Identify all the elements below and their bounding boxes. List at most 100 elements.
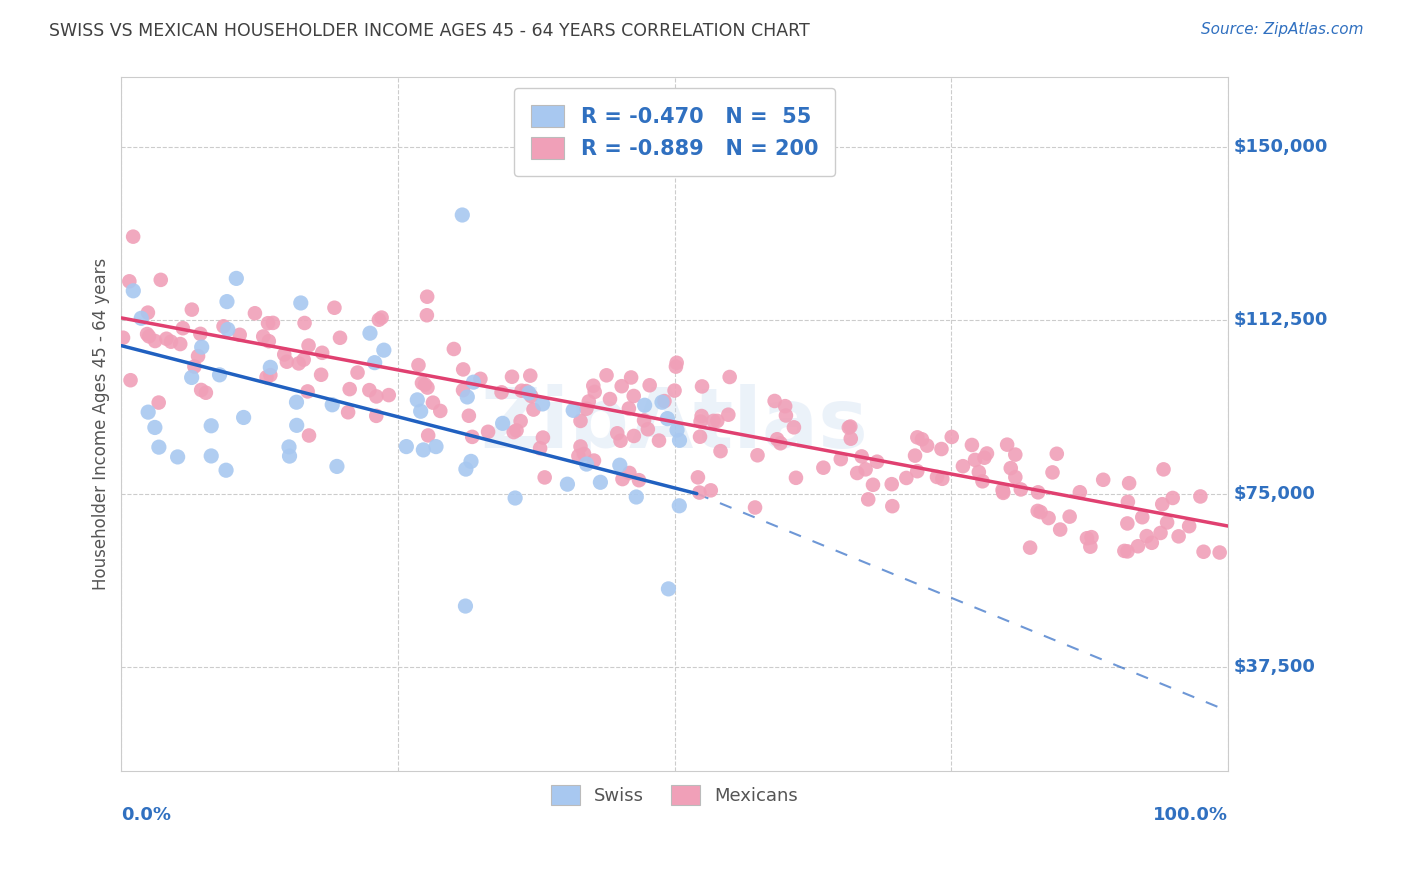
Point bbox=[627, 473, 650, 487]
Point bbox=[567, 449, 589, 463]
Point bbox=[1010, 483, 1032, 497]
Point bbox=[501, 369, 523, 384]
Point bbox=[651, 395, 673, 409]
Point bbox=[200, 418, 222, 433]
Text: SWISS VS MEXICAN HOUSEHOLDER INCOME AGES 45 - 64 YEARS CORRELATION CHART: SWISS VS MEXICAN HOUSEHOLDER INCOME AGES… bbox=[49, 22, 810, 40]
Point bbox=[838, 420, 860, 434]
Point bbox=[666, 423, 689, 437]
Point bbox=[408, 358, 430, 372]
Point bbox=[454, 462, 477, 476]
Point bbox=[519, 368, 541, 383]
Point bbox=[111, 331, 134, 345]
Point bbox=[595, 368, 617, 383]
Point bbox=[503, 491, 526, 505]
Point bbox=[359, 326, 381, 341]
Point bbox=[931, 442, 953, 456]
Point bbox=[1019, 541, 1042, 555]
Point bbox=[967, 465, 990, 479]
Point bbox=[717, 408, 740, 422]
Point bbox=[668, 434, 690, 448]
Point bbox=[366, 389, 388, 403]
Point bbox=[122, 229, 145, 244]
Point bbox=[1116, 495, 1139, 509]
Point bbox=[609, 434, 631, 448]
Point bbox=[626, 490, 648, 504]
Point bbox=[297, 338, 319, 352]
Point bbox=[143, 420, 166, 434]
Point bbox=[1149, 525, 1171, 540]
Point bbox=[190, 326, 212, 341]
Point bbox=[309, 368, 332, 382]
Point bbox=[963, 453, 986, 467]
Point bbox=[215, 294, 238, 309]
Point bbox=[136, 327, 159, 342]
Point bbox=[665, 359, 688, 374]
Point bbox=[278, 449, 301, 463]
Point bbox=[416, 380, 439, 394]
Point bbox=[747, 448, 769, 462]
Point bbox=[297, 384, 319, 399]
Point bbox=[1076, 531, 1098, 545]
Point bbox=[212, 319, 235, 334]
Point bbox=[855, 462, 877, 476]
Point bbox=[882, 499, 904, 513]
Point bbox=[664, 384, 686, 398]
Point bbox=[744, 500, 766, 515]
Point bbox=[122, 284, 145, 298]
Point bbox=[589, 475, 612, 490]
Point bbox=[931, 472, 953, 486]
Point bbox=[413, 377, 436, 392]
Point bbox=[572, 447, 595, 461]
Point bbox=[451, 208, 474, 222]
Point bbox=[575, 401, 598, 416]
Point bbox=[510, 384, 533, 398]
Point bbox=[1208, 545, 1230, 559]
Point bbox=[451, 383, 474, 397]
Text: 100.0%: 100.0% bbox=[1153, 805, 1227, 824]
Point bbox=[976, 446, 998, 460]
Point bbox=[208, 368, 231, 382]
Point bbox=[425, 440, 447, 454]
Point bbox=[329, 331, 352, 345]
Point bbox=[633, 413, 655, 427]
Point bbox=[1167, 529, 1189, 543]
Point bbox=[359, 383, 381, 397]
Point bbox=[690, 409, 713, 423]
Point bbox=[143, 334, 166, 348]
Point bbox=[129, 311, 152, 326]
Point bbox=[915, 439, 938, 453]
Point bbox=[346, 366, 368, 380]
Point bbox=[612, 472, 634, 486]
Point bbox=[148, 440, 170, 454]
Point bbox=[460, 454, 482, 468]
Point bbox=[690, 379, 713, 393]
Point bbox=[278, 440, 301, 454]
Point bbox=[665, 356, 688, 370]
Point bbox=[718, 370, 741, 384]
Point bbox=[422, 395, 444, 409]
Point bbox=[228, 327, 250, 342]
Point bbox=[520, 389, 543, 403]
Point bbox=[991, 484, 1014, 499]
Text: $112,500: $112,500 bbox=[1233, 311, 1327, 329]
Point bbox=[257, 316, 280, 330]
Point bbox=[783, 420, 806, 434]
Point bbox=[285, 395, 308, 409]
Point bbox=[862, 477, 884, 491]
Point bbox=[311, 346, 333, 360]
Point bbox=[215, 463, 238, 477]
Point bbox=[194, 385, 217, 400]
Point bbox=[1156, 516, 1178, 530]
Point bbox=[839, 432, 862, 446]
Text: $37,500: $37,500 bbox=[1233, 658, 1316, 676]
Point bbox=[190, 340, 212, 354]
Point bbox=[638, 378, 661, 392]
Point bbox=[925, 470, 948, 484]
Point bbox=[773, 399, 796, 413]
Text: $75,000: $75,000 bbox=[1233, 484, 1316, 503]
Point bbox=[1140, 536, 1163, 550]
Point bbox=[522, 402, 544, 417]
Point bbox=[411, 376, 433, 390]
Point bbox=[416, 290, 439, 304]
Point bbox=[276, 354, 298, 368]
